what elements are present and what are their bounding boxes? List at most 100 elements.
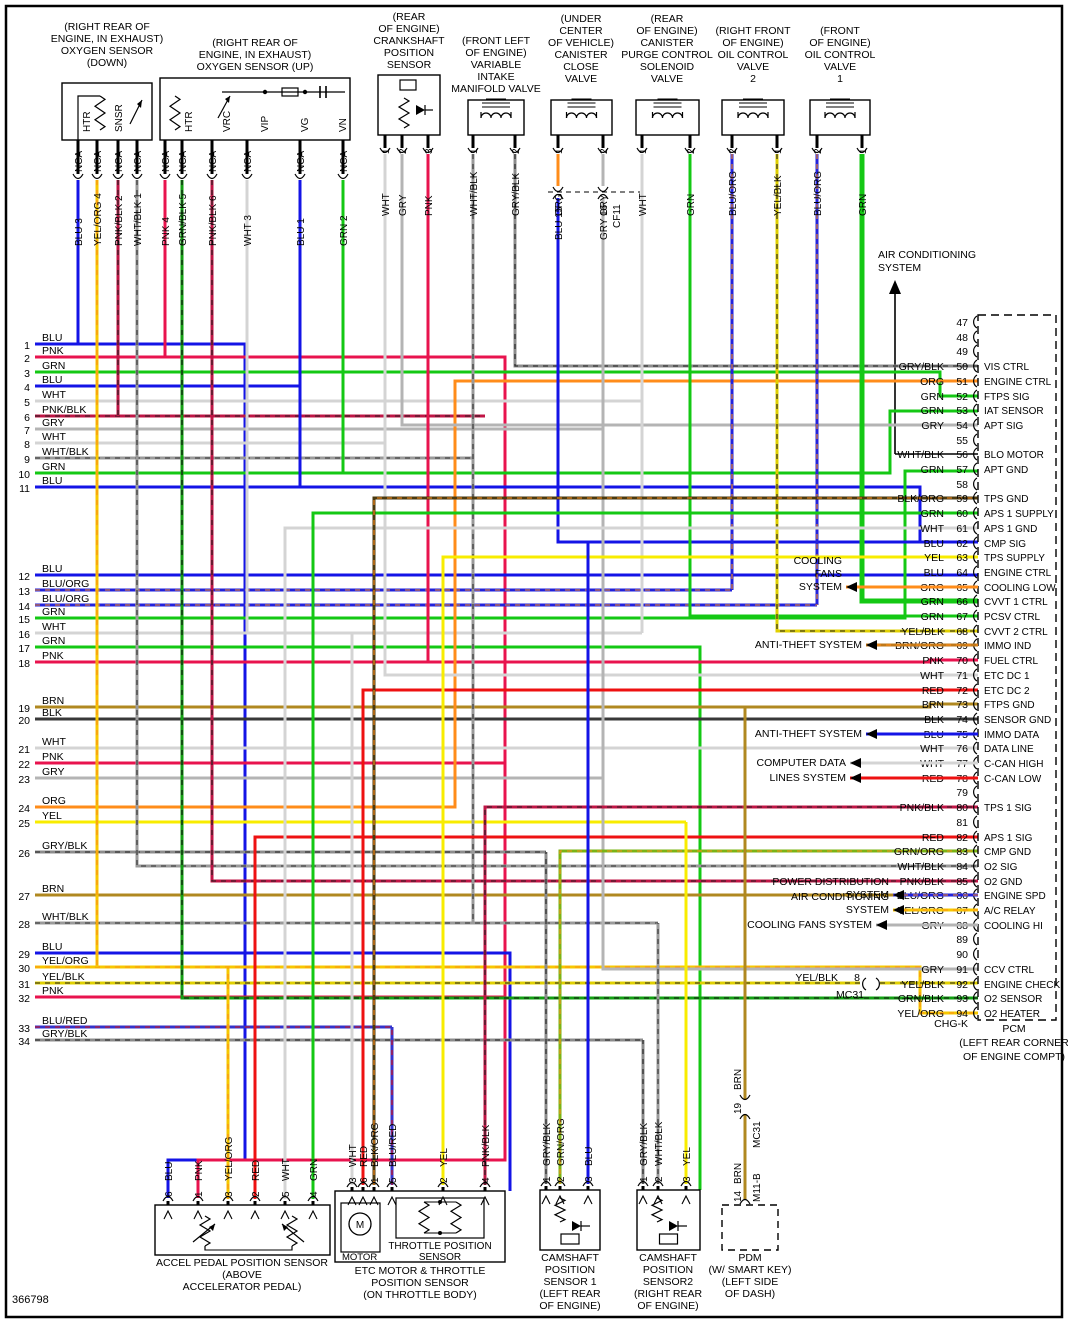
- pin-arrow-icon: [681, 1194, 691, 1205]
- pcm-pin-label: APS 1 SUPPLY: [984, 509, 1054, 520]
- component-box-o2up: [159, 77, 351, 141]
- wire-pin-number: 2: [439, 1177, 450, 1183]
- component-title: OF ENGINE): [722, 37, 783, 49]
- component-title: 1: [837, 73, 843, 85]
- wire-pin-number: 2: [251, 1191, 262, 1197]
- pin-arrow-icon: [541, 1194, 551, 1205]
- component-title: PURGE CONTROL: [621, 49, 713, 61]
- component-title: VALVE: [651, 73, 683, 85]
- wire-pin-number: 2: [511, 148, 522, 154]
- pin-arrow-icon: [347, 1195, 357, 1206]
- connector-bracket: [159, 173, 171, 180]
- wire-WHT: [383, 154, 978, 677]
- pcm-pin-label: APT GND: [984, 465, 1028, 476]
- component-title: POSITION: [545, 1264, 595, 1276]
- component-title: SOLENOID: [640, 61, 695, 73]
- pcm-pin-color: BLK/ORG: [897, 493, 944, 505]
- pcm-chgk-label: CHG-K: [934, 1018, 968, 1030]
- inline-connector: [875, 977, 880, 991]
- component-title: VALVE: [737, 61, 769, 73]
- left-pin-color: WHT: [42, 431, 66, 443]
- pcm-pin-label: CMP GND: [984, 847, 1031, 858]
- left-pin-number: 5: [24, 397, 30, 409]
- o2-pin-label: VG: [300, 117, 311, 132]
- left-pin-color: WHT/BLK: [42, 446, 89, 458]
- pcm-pin-number: 91: [956, 964, 968, 976]
- pcm-pin-label: CVVT 2 CTRL: [984, 627, 1048, 638]
- left-pin-color: WHT: [42, 389, 66, 401]
- connector-bracket: [131, 173, 143, 180]
- wire-pin-number: 6: [359, 1177, 370, 1183]
- wire-label: BLU 3: [74, 218, 85, 246]
- pcm-pin-number: 68: [956, 626, 968, 638]
- nca-label: NCA: [243, 151, 254, 172]
- pcm-pin-label: CCV CTRL: [984, 965, 1034, 976]
- connector-bracket: [552, 186, 564, 193]
- pcm-pin-number: 53: [956, 405, 968, 417]
- pin-arrow-icon: [387, 1195, 397, 1206]
- connector-bracket: [684, 147, 696, 154]
- connector-bracket: [279, 1195, 291, 1202]
- component-title: CANISTER: [554, 49, 608, 61]
- component-title: OF ENGINE): [465, 47, 526, 59]
- wire-PNK: [35, 355, 507, 1198]
- pcm-pin-bracket: [973, 594, 978, 608]
- pcm-pin-number: 79: [956, 787, 968, 799]
- pcm-pin-label: C-CAN HIGH: [984, 759, 1043, 770]
- o2-pin-label: VIP: [260, 116, 271, 132]
- pot-arrow-icon: [225, 96, 230, 103]
- wire-pin-number: 1: [639, 1176, 650, 1182]
- coil-symbol: [565, 112, 598, 119]
- left-pin-color: GRY: [42, 766, 65, 778]
- wire-color-label: BLU: [584, 1147, 595, 1166]
- pcm-pin-color: GRN: [921, 391, 944, 403]
- connector-color-label: YEL/BLK: [795, 972, 838, 984]
- left-pin-color: WHT: [42, 621, 66, 633]
- ac-system-label: SYSTEM: [878, 262, 921, 274]
- connector-id: M11-B: [752, 1173, 763, 1202]
- wire-stripe: [514, 154, 978, 367]
- pcm-pin-label: O2 SIG: [984, 862, 1018, 873]
- wire-label: PNK/BLK 2: [114, 195, 125, 246]
- left-pin-color: PNK: [42, 751, 64, 763]
- connector-pin-number: 19: [733, 1102, 744, 1114]
- connector-bracket: [636, 147, 648, 154]
- wire-GRN: [35, 370, 978, 398]
- wire-RED: [361, 688, 978, 1185]
- connector-bracket: [91, 173, 103, 180]
- component-title: OF ENGINE): [636, 25, 697, 37]
- wire-PNK: [35, 658, 978, 664]
- component-title: ACCEL PEDAL POSITION SENSOR: [156, 1257, 328, 1269]
- connector-bracket: [811, 147, 823, 154]
- wire-color-label: GRN/ORG: [556, 1118, 567, 1166]
- wire-pin-number: 4: [481, 1177, 492, 1183]
- wire-pin-number: 1: [542, 1176, 553, 1182]
- left-pin-number: 8: [24, 439, 30, 451]
- component-title: POSITION: [643, 1264, 693, 1276]
- ac-system-label: AIR CONDITIONING: [878, 249, 976, 261]
- left-pin-number: 30: [18, 963, 30, 975]
- resistor-symbol: [281, 87, 299, 97]
- left-pin-color: PNK: [42, 650, 64, 662]
- pcm-pin-color: YEL/BLK: [901, 626, 944, 638]
- connector-bracket: [337, 173, 349, 180]
- nca-label: NCA: [296, 151, 307, 172]
- pcm-pin-number: 89: [956, 934, 968, 946]
- pcm-pin-number: 81: [956, 817, 968, 829]
- wire-color-label: RED: [359, 1146, 370, 1167]
- connector-bracket: [552, 147, 564, 154]
- left-pin-number: 26: [18, 848, 30, 860]
- component-box-ocv1: [809, 99, 871, 136]
- system-label: FANS: [815, 568, 842, 580]
- left-pin-color: YEL: [42, 810, 62, 822]
- diagram-id: 366798: [12, 1294, 49, 1306]
- wire-WHT/BLK: [135, 180, 978, 868]
- connector-bracket: [249, 1195, 261, 1202]
- nca-label: NCA: [93, 151, 104, 172]
- left-pin-color: WHT: [42, 736, 66, 748]
- pcm-pin-bracket: [973, 447, 978, 461]
- left-pin-number: 6: [24, 412, 30, 424]
- left-pin-number: 31: [18, 979, 30, 991]
- left-pin-color: PNK: [42, 985, 64, 997]
